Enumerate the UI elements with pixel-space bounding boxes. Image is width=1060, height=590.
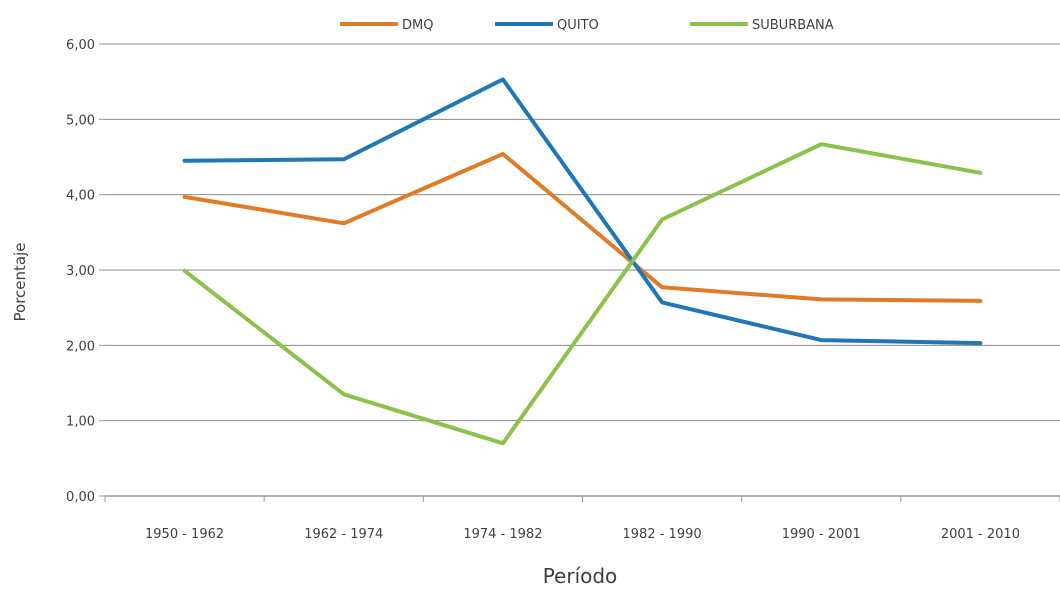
legend-label-suburbana: SUBURBANA bbox=[752, 18, 834, 33]
y-tick-label: 2,00 bbox=[66, 339, 95, 354]
x-tick-label: 1950 - 1962 bbox=[145, 527, 224, 542]
y-tick-label: 0,00 bbox=[66, 490, 95, 505]
x-tick-label: 1982 - 1990 bbox=[623, 527, 702, 542]
y-tick-label: 4,00 bbox=[66, 189, 95, 204]
legend-label-quito: QUITO bbox=[557, 18, 599, 33]
y-tick-label: 5,00 bbox=[66, 113, 95, 128]
x-axis-title: Período bbox=[543, 564, 618, 588]
x-tick-label: 1990 - 2001 bbox=[782, 527, 861, 542]
legend-label-dmq: DMQ bbox=[402, 18, 433, 33]
grid-lines bbox=[99, 43, 1060, 497]
y-axis-ticks: 0,00 1,00 2,00 3,00 4,00 5,00 6,00 bbox=[66, 38, 95, 505]
series-line-suburbana bbox=[182, 142, 983, 446]
series-line-dmq bbox=[182, 152, 983, 303]
y-tick-label: 1,00 bbox=[66, 415, 95, 430]
y-tick-label: 6,00 bbox=[66, 38, 95, 53]
x-tick-label: 2001 - 2010 bbox=[941, 527, 1020, 542]
legend: DMQ QUITO SUBURBANA bbox=[340, 18, 834, 33]
x-tick-label: 1962 - 1974 bbox=[304, 527, 383, 542]
x-axis-ticks: 1950 - 1962 1962 - 1974 1974 - 1982 1982 - … bbox=[104, 496, 1060, 542]
x-tick-label: 1974 - 1982 bbox=[463, 527, 542, 542]
series-line-quito bbox=[182, 77, 983, 346]
y-tick-label: 3,00 bbox=[66, 264, 95, 279]
series-lines bbox=[182, 77, 983, 446]
y-axis-title: Porcentaje bbox=[11, 243, 29, 322]
